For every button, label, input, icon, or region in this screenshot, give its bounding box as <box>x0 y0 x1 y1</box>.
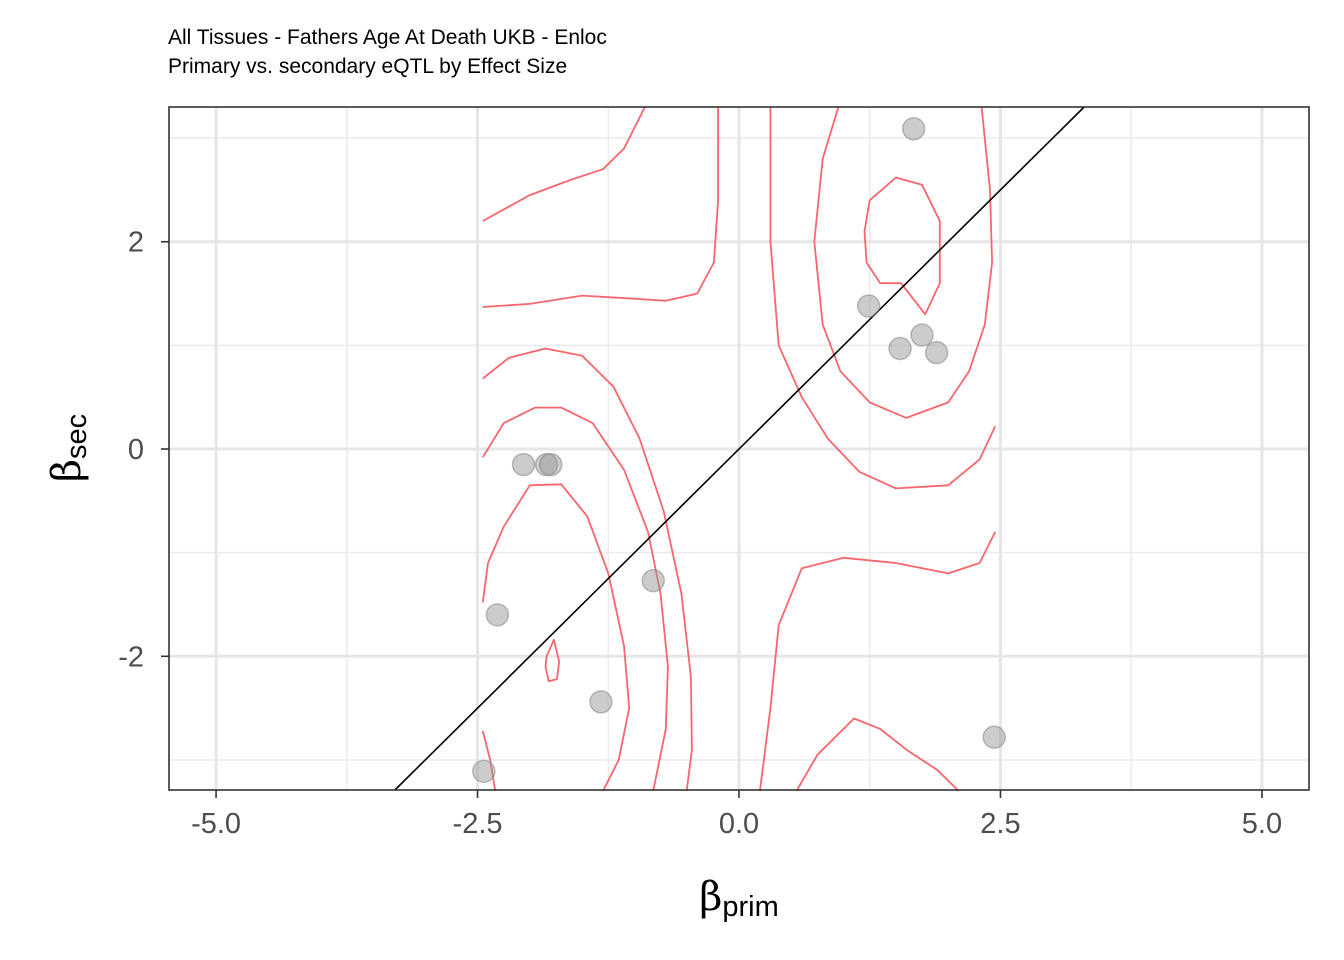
chart-subtitle: Primary vs. secondary eQTL by Effect Siz… <box>168 55 568 78</box>
x-tick-label: -5.0 <box>191 808 241 840</box>
density-contour <box>481 730 497 792</box>
data-point <box>910 323 934 347</box>
density-contour <box>482 107 719 308</box>
x-tick-label: 2.5 <box>980 808 1020 840</box>
data-point <box>856 294 881 318</box>
identity-line <box>394 106 1085 791</box>
x-axis-symbol: β <box>699 874 722 920</box>
density-contour <box>482 106 646 222</box>
y-axis-title: βsec <box>44 414 93 482</box>
x-axis-title: βprim <box>699 874 779 923</box>
density-contour <box>482 406 669 792</box>
chart-title: All Tissues - Fathers Age At Death UKB -… <box>168 26 607 49</box>
data-point <box>485 603 510 627</box>
density-contour <box>795 717 960 792</box>
x-axis-ticks: -5.0 -2.5 0.0 2.5 5.0 <box>191 790 1282 840</box>
data-point <box>538 452 563 477</box>
density-contour <box>759 531 997 792</box>
contour-layer <box>481 106 997 792</box>
density-contour <box>813 106 993 419</box>
data-point <box>511 452 536 477</box>
data-point <box>924 340 949 365</box>
x-axis-subscript: prim <box>722 891 778 923</box>
x-tick-label: 5.0 <box>1242 808 1282 840</box>
data-point <box>888 336 912 361</box>
data-point <box>982 725 1006 749</box>
y-tick-label: 2 <box>128 227 144 259</box>
density-contour <box>863 176 941 316</box>
density-contour <box>544 638 560 683</box>
y-tick-label: 0 <box>128 434 144 466</box>
data-point <box>472 759 496 784</box>
data-point <box>641 568 665 593</box>
data-point <box>901 117 926 141</box>
points-layer <box>472 117 1006 784</box>
data-point <box>589 690 613 714</box>
density-contour <box>481 483 631 792</box>
density-contour <box>769 107 997 490</box>
reference-line-layer <box>394 106 1085 791</box>
density-contour <box>482 347 693 792</box>
x-tick-label: -2.5 <box>453 808 503 840</box>
x-tick-label: 0.0 <box>719 808 759 840</box>
y-axis-symbol: β <box>44 459 90 482</box>
y-axis-ticks: -2 0 2 <box>118 227 169 673</box>
y-tick-label: -2 <box>118 641 144 673</box>
density-contour <box>813 106 840 242</box>
y-axis-subscript: sec <box>61 414 93 459</box>
